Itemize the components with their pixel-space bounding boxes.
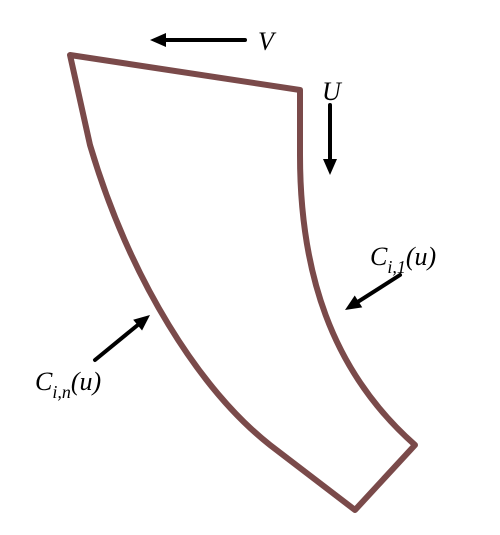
label-c-i-n: Ci,n(u) (35, 367, 101, 402)
label-c-i-1: Ci,1(u) (370, 242, 436, 277)
label-c-i-n-subscript: i,n (52, 382, 71, 402)
arrow-v-head (150, 33, 166, 47)
label-u: U (322, 77, 343, 106)
label-c-i-1-base: C (370, 242, 388, 271)
arrow-c-i-n-shaft (95, 325, 138, 360)
label-c-i-n-base: C (35, 367, 53, 396)
arrow-c-i-1-shaft (358, 275, 400, 301)
blade-section-outline (70, 55, 415, 510)
label-c-i-1-subscript: i,1 (387, 257, 406, 277)
label-v: V (258, 27, 277, 56)
label-c-i-1-arg: (u) (406, 242, 436, 271)
arrow-u-head (323, 159, 337, 175)
label-c-i-n-arg: (u) (71, 367, 101, 396)
